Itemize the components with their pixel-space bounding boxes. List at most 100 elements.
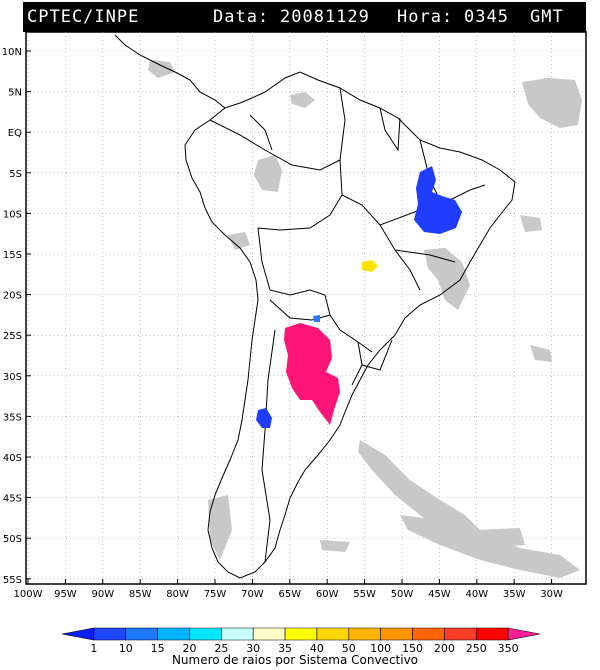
lon-label: 70W — [241, 589, 264, 600]
legend-tick: 150 — [402, 642, 423, 655]
border — [261, 329, 276, 563]
lon-label: 80W — [166, 589, 189, 600]
lat-label: 10N — [2, 47, 22, 58]
legend-tick: 25 — [214, 642, 228, 655]
lat-label: 35S — [3, 412, 22, 423]
legend-tick: 1 — [90, 642, 97, 655]
legend-tick: 350 — [498, 642, 519, 655]
legend-tick: 50 — [342, 642, 356, 655]
date-value: 20081129 — [280, 7, 370, 27]
legend-tick: 100 — [370, 642, 391, 655]
legend-swatch — [507, 627, 541, 641]
lat-label: 25S — [3, 331, 22, 342]
legend-tick: 250 — [466, 642, 487, 655]
cloud-patches — [148, 60, 582, 578]
lon-label: 30W — [540, 589, 563, 600]
system-central-brazil — [362, 260, 378, 272]
lat-label: 55S — [3, 575, 22, 586]
lat-label: 45S — [3, 494, 22, 505]
cloud-patch — [320, 540, 350, 552]
legend-swatch — [221, 627, 254, 641]
lon-label: 55W — [353, 589, 376, 600]
timezone-value: GMT — [530, 7, 564, 27]
latitude-labels: 10N 5N EQ 5S 10S 15S 20S 25S 30S 35S 40S 45S 50S 55S — [2, 47, 22, 586]
cloud-patch — [358, 440, 480, 545]
cloud-patch — [475, 528, 525, 548]
lat-label: EQ — [8, 128, 22, 139]
lat-label: 50S — [3, 534, 22, 545]
border — [394, 249, 456, 263]
map-frame — [25, 31, 587, 585]
convective-systems — [256, 166, 462, 428]
legend-swatch — [348, 627, 381, 641]
legend-swatch — [125, 627, 158, 641]
cloud-patch — [148, 60, 175, 78]
lon-label: 75W — [204, 589, 227, 600]
lat-label: 10S — [3, 209, 22, 220]
lat-label: 5S — [9, 169, 22, 180]
south-america-coast — [184, 71, 516, 579]
legend-tick: 20 — [182, 642, 196, 655]
legend-swatch — [284, 627, 318, 641]
legend-swatch — [189, 627, 222, 641]
border — [269, 299, 331, 321]
border — [249, 114, 273, 151]
lon-label: 40W — [465, 589, 488, 600]
lon-label: 95W — [54, 589, 77, 600]
lon-label: 100W — [14, 589, 43, 600]
source-label: CPTEC/INPE — [27, 7, 140, 27]
border — [209, 119, 341, 171]
lon-label: 60W — [316, 589, 339, 600]
hour-label: Hora: — [397, 7, 454, 27]
cloud-patch — [522, 78, 582, 128]
lon-label: 85W — [129, 589, 152, 600]
border — [361, 339, 393, 371]
map-header: CPTEC/INPE Data: 20081129 Hora: 0345 GMT — [23, 2, 586, 32]
date-label: Data: — [213, 7, 270, 27]
lat-label: 40S — [3, 453, 22, 464]
lon-label: 35W — [503, 589, 526, 600]
legend-swatch — [157, 627, 190, 641]
lon-label: 50W — [391, 589, 414, 600]
lat-label: 20S — [3, 291, 22, 302]
cloud-patch — [424, 248, 470, 310]
system-paraguay-small — [313, 315, 320, 322]
coastlines — [114, 34, 516, 579]
legend-colorbar — [61, 627, 541, 641]
legend-tick: 30 — [246, 642, 260, 655]
legend-tick: 10 — [119, 642, 133, 655]
border — [257, 87, 346, 231]
legend-tick-labels: 1 10 15 20 25 30 35 40 50 100 150 200 250 350 — [90, 642, 518, 655]
legend-tick: 200 — [434, 642, 455, 655]
cloud-patch — [290, 92, 315, 108]
lat-lon-grid — [26, 32, 586, 584]
legend-tick: 15 — [151, 642, 165, 655]
legend-title: Numero de raios por Sistema Convectivo — [172, 653, 418, 667]
lon-label: 65W — [278, 589, 301, 600]
hour-value: 0345 — [464, 7, 509, 27]
legend-swatch — [316, 627, 350, 641]
longitude-labels: 100W 95W 90W 85W 80W 75W 70W 65W 60W 55W 50W 45W 40W… — [14, 589, 564, 600]
cloud-patch — [208, 495, 232, 560]
cloud-patch — [254, 155, 282, 192]
cloud-patch — [530, 345, 552, 362]
border — [341, 194, 421, 291]
legend-swatch — [475, 627, 509, 641]
legend-swatch — [444, 627, 477, 641]
legend-swatch — [93, 627, 127, 641]
lon-label: 45W — [428, 589, 451, 600]
lon-label: 90W — [91, 589, 114, 600]
cloud-patch — [520, 215, 542, 232]
system-central-argentina — [256, 408, 272, 428]
legend-swatch — [61, 627, 95, 641]
lat-label: 15S — [3, 250, 22, 261]
border — [379, 107, 401, 152]
legend-tick: 40 — [310, 642, 324, 655]
legend-swatch — [412, 627, 445, 641]
border — [257, 227, 373, 353]
central-america-coast — [114, 34, 266, 109]
lat-label: 30S — [3, 372, 22, 383]
system-northern-argentina — [284, 323, 340, 425]
